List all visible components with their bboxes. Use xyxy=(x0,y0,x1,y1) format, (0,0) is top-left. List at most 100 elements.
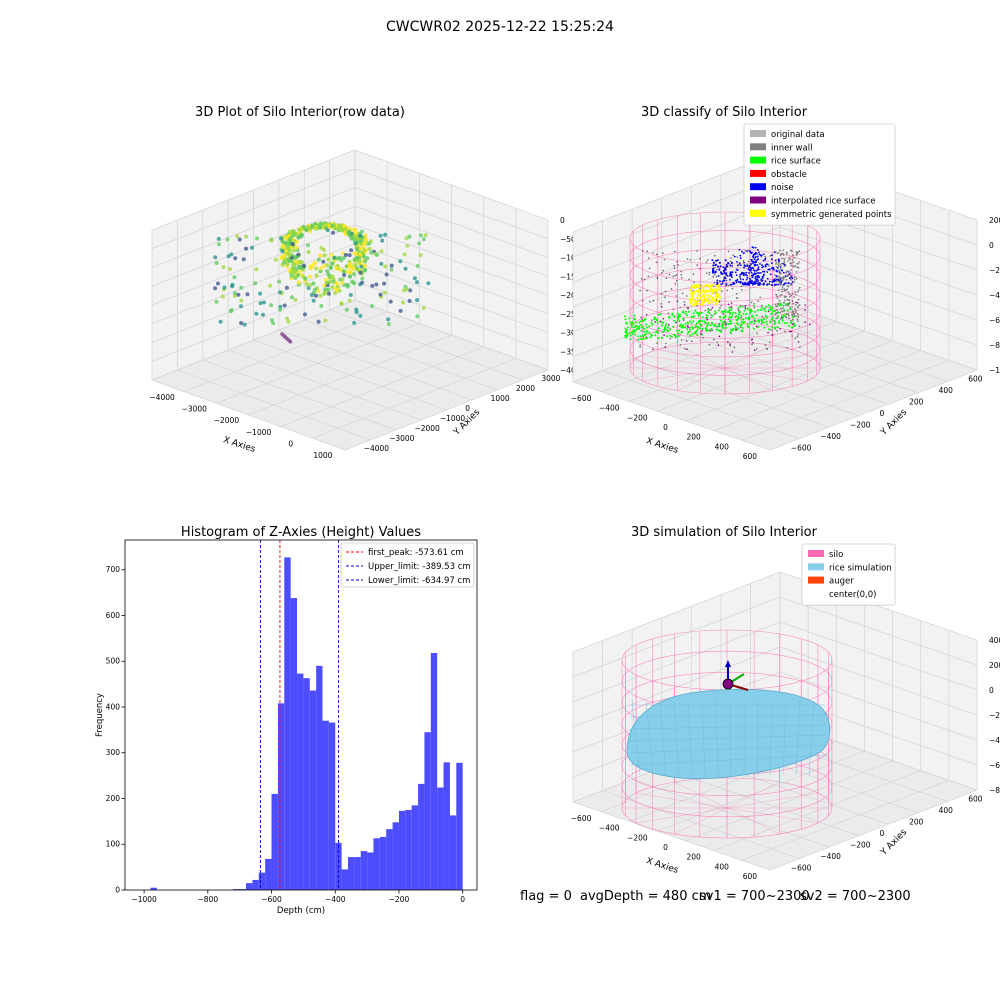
point-rice-surface xyxy=(765,315,767,318)
point-rice-surface xyxy=(757,319,760,322)
point-inner-wall xyxy=(774,277,777,280)
point-original xyxy=(730,257,732,259)
scatter-point xyxy=(357,258,362,263)
point-interpolated xyxy=(654,321,656,323)
scatter-point xyxy=(329,252,334,258)
scatter-point xyxy=(216,236,221,241)
x-axis-label: X Axies xyxy=(222,435,257,455)
point-original xyxy=(797,251,799,253)
point-rice-surface xyxy=(767,304,770,307)
point-original xyxy=(675,295,678,297)
point-noise xyxy=(751,282,753,284)
point-original xyxy=(669,337,671,340)
point-noise xyxy=(766,277,769,280)
point-noise xyxy=(715,259,717,262)
point-original xyxy=(776,330,778,332)
point-rice-surface xyxy=(678,329,681,332)
point-noise xyxy=(788,277,791,280)
point-rice-surface xyxy=(734,324,737,327)
point-rice-surface xyxy=(771,326,774,329)
point-inner-wall xyxy=(775,265,778,268)
point-rice-surface xyxy=(682,317,684,320)
z-tick-label: 0 xyxy=(989,241,994,250)
scatter-point xyxy=(228,267,232,272)
scatter-point xyxy=(228,309,233,314)
point-original xyxy=(769,254,772,257)
point-original xyxy=(791,335,793,337)
point-rice-surface xyxy=(694,324,697,327)
point-original xyxy=(663,258,666,261)
point-inner-wall xyxy=(784,276,786,278)
point-noise xyxy=(712,264,715,267)
scatter-point xyxy=(343,252,348,257)
grid-line-x xyxy=(600,311,809,393)
scatter-point xyxy=(412,276,417,281)
point-inner-wall xyxy=(781,288,783,291)
point-noise xyxy=(724,259,727,262)
point-noise xyxy=(768,280,771,283)
scatter-point xyxy=(383,264,388,269)
point-inner-wall xyxy=(779,294,782,297)
point-original xyxy=(737,308,739,310)
point-original xyxy=(680,274,682,276)
point-noise xyxy=(729,264,732,267)
point-noise xyxy=(741,272,744,275)
histogram-bar xyxy=(405,809,412,890)
point-rice-surface xyxy=(678,315,681,318)
scatter-point xyxy=(290,242,295,247)
point-original xyxy=(676,261,678,263)
y-tick-label: 300 xyxy=(106,748,121,757)
scatter-point xyxy=(328,265,333,270)
point-original xyxy=(761,283,763,285)
point-rice-surface xyxy=(629,338,632,341)
point-original xyxy=(759,296,761,299)
point-original xyxy=(679,306,681,309)
scatter-point xyxy=(339,223,344,228)
histogram-bar xyxy=(449,815,457,890)
scatter-point xyxy=(418,233,423,238)
point-original xyxy=(656,253,658,256)
point-rice-surface xyxy=(640,329,643,332)
scatter-point xyxy=(317,224,322,229)
point-original xyxy=(791,300,794,302)
point-rice-surface xyxy=(764,310,767,313)
point-inner-wall xyxy=(796,318,799,321)
point-rice-surface xyxy=(663,328,666,331)
point-noise xyxy=(754,246,757,249)
point-noise xyxy=(746,274,748,277)
point-rice-surface xyxy=(722,316,725,319)
point-noise xyxy=(723,279,726,282)
scatter-point xyxy=(401,300,405,305)
point-noise xyxy=(768,268,771,271)
point-rice-surface xyxy=(629,334,632,337)
point-inner-wall xyxy=(780,284,782,286)
point-interpolated xyxy=(730,302,733,304)
point-noise xyxy=(756,280,759,283)
point-original xyxy=(731,307,733,309)
point-inner-wall xyxy=(782,315,785,318)
point-original xyxy=(652,299,655,302)
x-tick-label: −1000 xyxy=(246,428,272,437)
point-rice-surface xyxy=(728,320,731,322)
histogram-bar xyxy=(309,690,317,890)
y-tick-label: 400 xyxy=(939,386,954,395)
point-rice-surface xyxy=(770,318,773,321)
point-rice-surface xyxy=(657,327,660,330)
grid-line-z xyxy=(779,301,978,371)
y-tick-label: 0 xyxy=(115,886,120,895)
y-tick-label: 700 xyxy=(106,565,121,574)
point-noise xyxy=(724,277,727,280)
point-inner-wall xyxy=(787,260,790,262)
point-rice-surface xyxy=(696,334,699,337)
point-original xyxy=(705,261,708,264)
point-interpolated xyxy=(751,338,753,341)
panel-histogram: Histogram of Z-Axies (Height) Values −100… xyxy=(95,525,478,916)
point-original xyxy=(688,278,690,281)
scatter-point xyxy=(239,298,244,303)
point-noise xyxy=(717,275,720,277)
point-symmetric xyxy=(718,288,721,291)
silo-wire-spoke xyxy=(726,807,818,824)
point-rice-surface xyxy=(732,328,735,331)
point-noise xyxy=(743,264,746,267)
point-rice-surface xyxy=(654,334,657,337)
